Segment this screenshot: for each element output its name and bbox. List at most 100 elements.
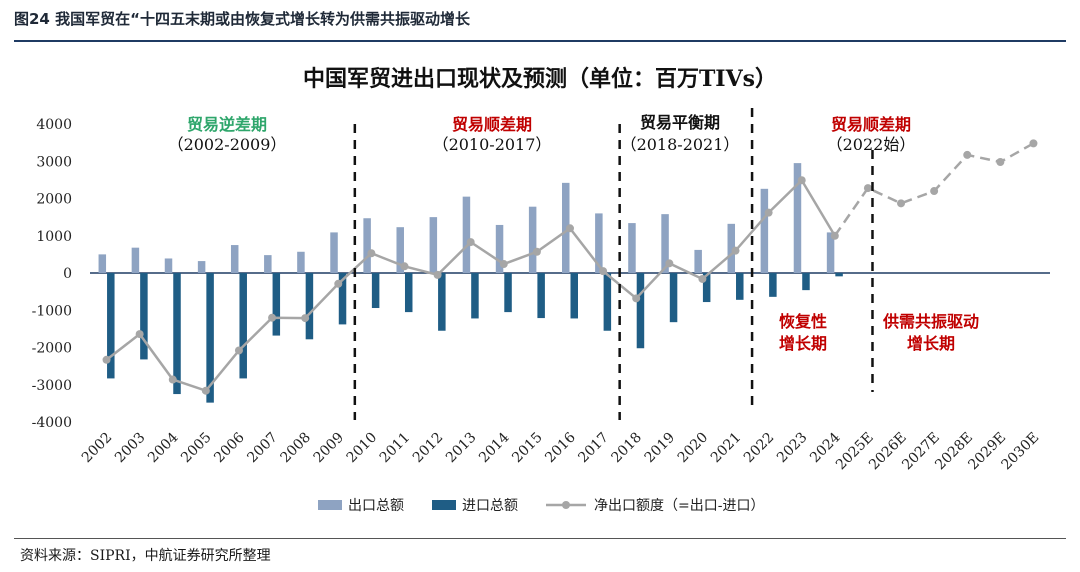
import-bar — [669, 273, 678, 323]
legend-label-net: 净出口额度（=出口-进口） — [594, 498, 764, 514]
net-point — [367, 249, 376, 258]
net-point — [897, 199, 906, 208]
export-bar — [727, 223, 736, 273]
period-years: （2002-2009） — [168, 135, 287, 154]
net-point — [1029, 139, 1038, 148]
y-tick-label: 4000 — [36, 117, 72, 133]
growth-annotation: 增长期 — [779, 334, 827, 353]
import-bar — [736, 273, 744, 300]
import-bar — [603, 273, 612, 331]
net-point — [268, 313, 277, 322]
export-bar — [429, 217, 438, 273]
x-tick-label: 2017 — [575, 430, 612, 467]
export-bar — [595, 213, 603, 273]
export-bar — [396, 227, 404, 273]
net-point — [532, 247, 541, 256]
x-tick-label: 2009 — [311, 430, 348, 467]
period-years: （2018-2021） — [621, 135, 740, 154]
x-tick-label: 2012 — [410, 430, 447, 467]
import-bar — [140, 273, 148, 360]
export-bar — [264, 255, 272, 273]
legend-label-import: 进口总额 — [462, 498, 518, 514]
export-bar — [98, 254, 107, 273]
y-tick-label: 0 — [63, 266, 72, 282]
import-bar — [338, 273, 347, 325]
net-point — [201, 386, 210, 395]
x-tick-label: 2008 — [277, 430, 314, 467]
export-bar — [230, 245, 239, 273]
import-bar — [173, 273, 181, 395]
growth-annotation: 恢复性 — [779, 312, 827, 331]
period-label: 贸易顺差期 — [831, 115, 911, 134]
x-tick-label: 2014 — [476, 429, 513, 466]
net-point — [963, 150, 972, 159]
import-bar — [305, 273, 314, 340]
y-tick-label: -3000 — [32, 378, 72, 394]
net-point — [764, 208, 773, 217]
import-bar — [504, 273, 512, 313]
figure-label: 图24 我国军贸在“十四五末期或由恢复式增长转为供需共振驱动增长 — [14, 10, 470, 28]
net-point — [466, 238, 475, 247]
export-bar — [661, 214, 669, 273]
x-tick-label: 2010 — [344, 430, 381, 467]
period-label: 贸易平衡期 — [640, 113, 720, 132]
import-bar — [206, 273, 214, 403]
import-bar — [371, 273, 380, 309]
net-point — [234, 346, 243, 355]
growth-annotation: 供需共振驱动 — [882, 312, 979, 331]
legend-swatch-import — [432, 500, 456, 510]
net-point — [665, 259, 674, 268]
x-tick-label: 2020 — [675, 430, 712, 467]
net-point — [632, 294, 641, 303]
export-bar — [562, 182, 570, 273]
net-point — [102, 355, 111, 364]
export-bar — [760, 188, 769, 273]
export-bar — [164, 258, 173, 273]
x-tick-label: 2007 — [244, 430, 281, 467]
net-point — [996, 157, 1005, 166]
net-point — [135, 330, 144, 339]
x-tick-label: 2003 — [112, 430, 149, 467]
net-point — [863, 184, 872, 193]
period-label: 贸易顺差期 — [452, 115, 532, 134]
export-bar — [628, 223, 636, 273]
import-bar — [636, 273, 645, 349]
x-tick-label: 2021 — [708, 430, 745, 467]
net-point — [797, 176, 806, 185]
export-bar — [197, 261, 206, 273]
net-point — [168, 375, 177, 384]
import-bar — [802, 273, 810, 291]
x-tick-label: 2018 — [609, 430, 646, 467]
x-tick-label: 2023 — [774, 430, 811, 467]
export-bar — [131, 247, 140, 273]
export-bar — [694, 249, 702, 273]
x-tick-label: 2004 — [145, 429, 182, 466]
bottom-rule — [14, 538, 1066, 539]
net-point — [433, 270, 442, 279]
import-bar — [835, 273, 843, 277]
export-bar — [330, 232, 338, 273]
x-tick-label: 2002 — [79, 430, 116, 467]
x-tick-label: 2030E — [999, 430, 1043, 474]
import-bar — [702, 273, 711, 303]
y-tick-label: -1000 — [32, 303, 72, 319]
chart-title: 中国军贸进出口现状及预测（单位：百万TIVs） — [303, 66, 777, 92]
y-tick-label: -2000 — [32, 341, 72, 357]
x-tick-label: 2013 — [443, 430, 480, 467]
export-bar — [363, 218, 371, 273]
x-tick-label: 2015 — [509, 430, 546, 467]
export-bar — [297, 251, 305, 273]
export-bar — [495, 224, 504, 273]
y-tick-label: 1000 — [36, 229, 72, 245]
legend-swatch-export — [318, 500, 342, 510]
export-bar — [528, 206, 537, 273]
import-bar — [570, 273, 578, 319]
net-point — [830, 231, 839, 240]
net-point — [599, 267, 608, 276]
net-point — [301, 314, 310, 323]
legend-label-export: 出口总额 — [348, 498, 404, 514]
top-rule — [14, 40, 1066, 42]
growth-annotation: 增长期 — [907, 334, 955, 353]
export-bar — [793, 163, 802, 273]
